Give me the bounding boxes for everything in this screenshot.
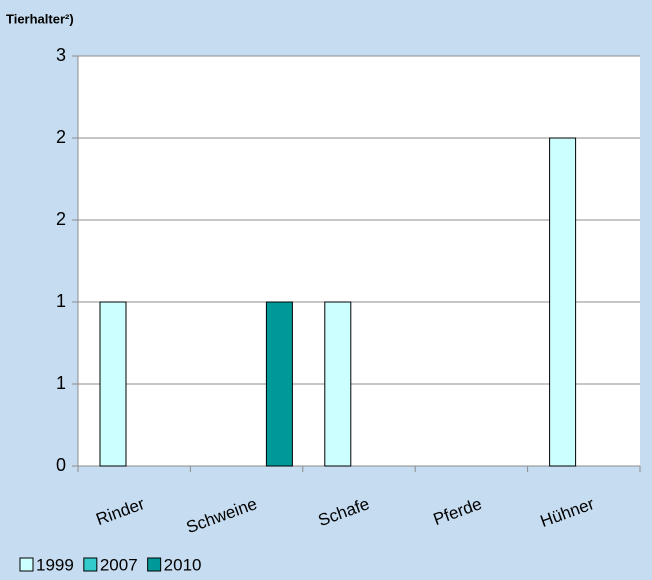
bar [324,301,352,467]
legend-label: 1999 [36,555,74,574]
plot-area [78,56,640,466]
legend-swatch [83,557,98,572]
x-tick-label: Schweine [184,494,260,537]
y-tick-label: 1 [56,373,66,393]
y-tick-label: 1 [56,291,66,311]
legend-swatch [147,557,162,572]
y-tick-label: 3 [56,45,66,65]
legend-swatch [19,557,34,572]
bar [265,301,293,467]
x-tick-label: Hühner [538,494,597,531]
x-tick-label: Rinder [94,494,148,529]
x-tick-label: Schafe [316,494,372,530]
y-tick-label: 2 [56,209,66,229]
legend-label: 2007 [100,555,138,574]
y-tick-label: 2 [56,127,66,147]
bar [99,301,127,467]
legend-label: 2010 [164,555,202,574]
x-tick-label: Pferde [431,494,485,529]
y-tick-label: 0 [56,455,66,475]
bar [549,137,577,467]
chart-title: Tierhalter²) [6,11,74,26]
